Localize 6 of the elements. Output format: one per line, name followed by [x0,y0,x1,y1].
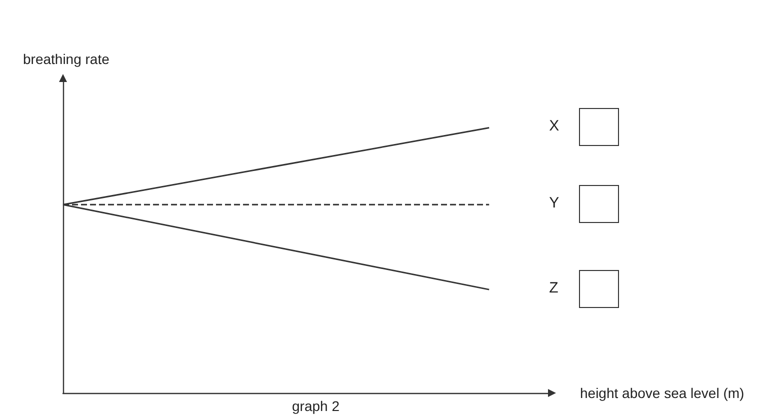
y-axis-title: breathing rate [23,51,110,67]
text: X [549,118,560,135]
text: Y [549,194,560,212]
text: Z [549,280,558,297]
caption: graph 2 [292,398,340,414]
x-axis-title: height above sea level (m) [580,385,744,401]
